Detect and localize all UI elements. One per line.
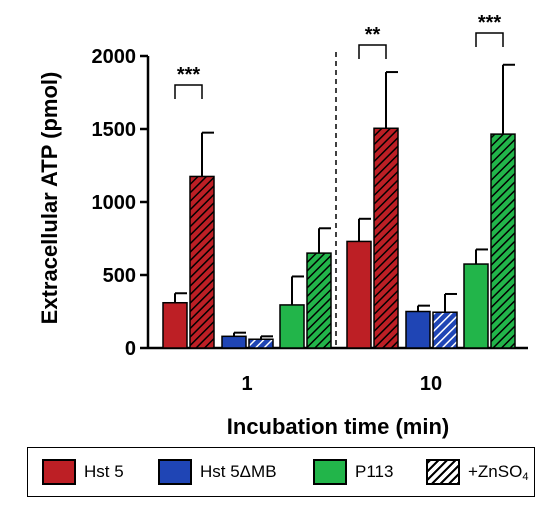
legend-swatch-p113 — [313, 459, 347, 485]
bar — [432, 311, 458, 349]
legend-swatch-hst5 — [42, 459, 76, 485]
x-tick-label: 10 — [420, 373, 442, 395]
bar — [490, 133, 516, 349]
legend-label-p113: P113 — [355, 462, 394, 481]
significance-annotations: ******** — [174, 12, 504, 99]
bar — [189, 175, 215, 349]
significance-label: ** — [365, 24, 381, 46]
bar — [221, 335, 247, 349]
y-tick-label: 2000 — [92, 46, 137, 68]
significance-bracket — [475, 32, 504, 47]
legend-label-znso4-subscript: 4 — [522, 470, 529, 483]
legend-item-hst5-dmb: Hst 5ΔMB — [158, 448, 277, 496]
significance-bracket — [358, 44, 387, 59]
legend-item-p113: P113 — [313, 448, 393, 496]
legend-swatch-znso4 — [426, 459, 460, 485]
significance-label: *** — [177, 64, 201, 86]
significance-label: *** — [478, 12, 502, 34]
bar — [373, 127, 399, 349]
x-tick-label: 1 — [241, 373, 252, 395]
bar — [248, 338, 274, 349]
legend-item-znso4: +ZnSO4 — [426, 448, 528, 496]
axes: 0 500 1000 1500 2000 1 10 — [92, 46, 528, 395]
x-axis-label: Incubation time (min) — [227, 414, 449, 439]
significance-bracket — [174, 84, 203, 99]
bar — [306, 252, 332, 349]
legend-label-hst5-dmb: Hst 5ΔMB — [200, 462, 277, 481]
bar — [346, 240, 372, 349]
y-tick-label: 0 — [125, 338, 136, 360]
legend-label-hst5: Hst 5 — [84, 462, 124, 481]
legend-item-hst5: Hst 5 — [42, 448, 124, 496]
y-axis-label: Extracellular ATP (pmol) — [37, 72, 62, 325]
bar — [405, 310, 431, 349]
y-tick-label: 1000 — [92, 192, 137, 214]
bars — [162, 63, 516, 349]
bar — [279, 304, 305, 349]
bar — [463, 263, 489, 349]
bar — [162, 301, 188, 349]
y-tick-label: 500 — [103, 265, 136, 287]
legend-label-znso4-text: +ZnSO — [468, 461, 523, 481]
legend-label-znso4: +ZnSO4 — [468, 462, 528, 483]
y-tick-label: 1500 — [92, 119, 137, 141]
legend-swatch-hst5-dmb — [158, 459, 192, 485]
legend: Hst 5 Hst 5ΔMB P113 +ZnSO4 — [27, 447, 535, 497]
